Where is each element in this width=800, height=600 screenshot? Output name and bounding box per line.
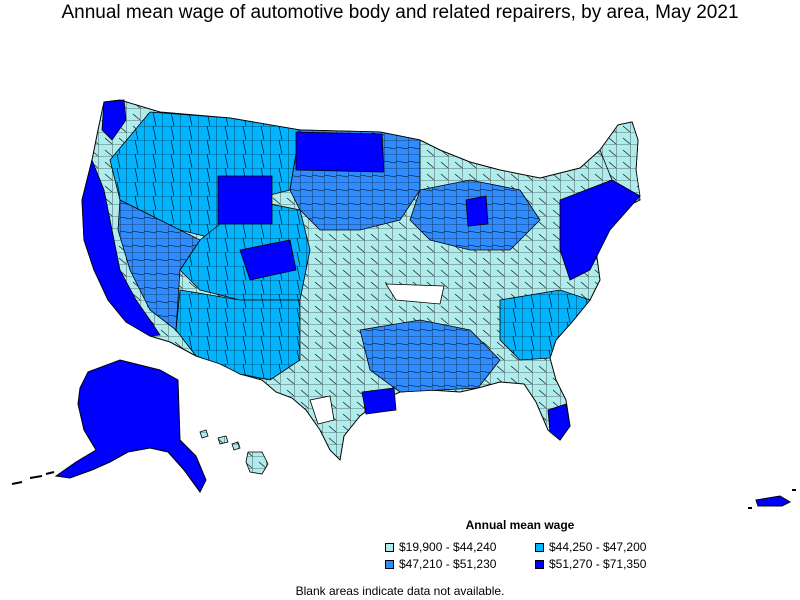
legend-swatch-q4	[535, 559, 544, 569]
southwest-region	[175, 289, 301, 381]
wyoming-high-wage	[217, 175, 273, 225]
legend-label-q2: $44,250 - $47,200	[549, 540, 647, 554]
alaska-region	[54, 359, 207, 493]
legend-item-q3: $47,210 - $51,230	[385, 557, 535, 571]
legend-label-q3: $47,210 - $51,230	[399, 557, 497, 571]
colorado-front-range-high-wage	[239, 239, 297, 281]
legend-title: Annual mean wage	[465, 518, 575, 532]
puget-sound-high-wage	[101, 99, 127, 141]
southeast-region	[499, 289, 591, 361]
data-availability-note: Blank areas indicate data not available.	[295, 584, 505, 598]
legend-swatch-q1	[385, 542, 394, 552]
northeast-corridor-high-wage	[559, 179, 641, 281]
legend-label-q1: $19,900 - $44,240	[399, 540, 497, 554]
legend: Annual mean wage $19,900 - $44,240 $44,2…	[385, 518, 675, 571]
puerto-rico-region	[755, 495, 792, 507]
aleutian-islands	[11, 471, 55, 485]
legend-label-q4: $51,270 - $71,350	[549, 557, 647, 571]
no-data-area-kansas	[385, 283, 445, 305]
legend-item-q1: $19,900 - $44,240	[385, 540, 535, 554]
dakotas-high-wage	[295, 131, 385, 173]
no-data-area-texas	[309, 395, 335, 425]
legend-item-q4: $51,270 - $71,350	[535, 557, 675, 571]
virgin-islands	[748, 489, 796, 509]
legend-swatch-q2	[535, 542, 544, 552]
south-central-region	[359, 319, 501, 393]
hawaii-region	[199, 429, 269, 475]
chicago-high-wage	[465, 195, 489, 227]
new-england-region	[599, 121, 641, 197]
map-title: Annual mean wage of automotive body and …	[61, 2, 739, 23]
south-florida-high-wage	[547, 403, 571, 441]
legend-swatch-q3	[385, 559, 394, 569]
houston-high-wage	[361, 387, 397, 415]
pacific-coast-high-wage	[81, 158, 161, 337]
great-basin-region	[117, 199, 201, 331]
legend-item-q2: $44,250 - $47,200	[535, 540, 675, 554]
